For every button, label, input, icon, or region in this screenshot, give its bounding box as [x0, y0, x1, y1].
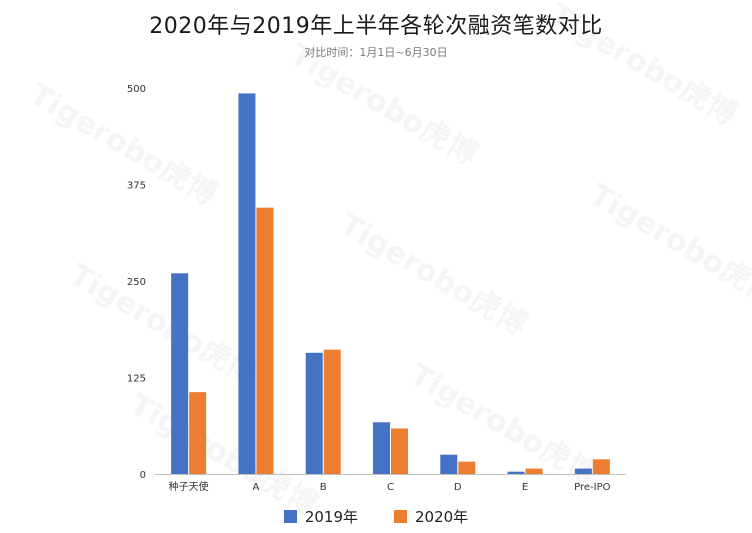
- y-tick-label: 375: [127, 181, 146, 192]
- bar-2020: [592, 459, 610, 474]
- chart-subtitle: 对比时间：1月1日~6月30日: [304, 46, 448, 59]
- bar-2019: [238, 93, 256, 475]
- bar-2020: [391, 428, 408, 474]
- bar-2020: [525, 468, 543, 474]
- legend-item-2020: 2020年: [394, 506, 468, 527]
- bar-2020: [256, 207, 274, 474]
- x-tick-label: D: [454, 482, 462, 493]
- x-tick-label: B: [320, 482, 327, 493]
- legend-swatch-2019: [283, 510, 297, 523]
- y-tick-label: 0: [140, 470, 146, 481]
- x-tick-label: E: [522, 482, 528, 493]
- legend-label-2019: 2019年: [304, 508, 358, 526]
- legend-item-2019: 2019年: [283, 506, 358, 527]
- bar-2020: [323, 349, 341, 474]
- bar-2019: [507, 471, 525, 474]
- bar-2019: [305, 352, 323, 474]
- legend-swatch-2020: [394, 510, 407, 523]
- legend-label-2020: 2020年: [415, 508, 469, 526]
- x-tick-label: C: [387, 482, 394, 493]
- chart-title: 2020年与2019年上半年各轮次融资笔数对比: [149, 14, 603, 39]
- bar-2019: [373, 422, 390, 474]
- y-tick-label: 500: [127, 84, 146, 95]
- y-tick-label: 250: [127, 277, 146, 288]
- bar-2019: [440, 454, 458, 474]
- bar-2019: [171, 273, 189, 474]
- y-tick-label: 125: [127, 374, 146, 385]
- bar-2019: [574, 468, 592, 474]
- bar-2020: [458, 461, 476, 474]
- x-tick-label: 种子天使: [169, 480, 209, 493]
- x-tick-label: A: [253, 482, 260, 493]
- bar-2020: [189, 392, 207, 474]
- legend: 2019年 2020年: [0, 506, 752, 527]
- x-tick-label: Pre-IPO: [574, 482, 610, 493]
